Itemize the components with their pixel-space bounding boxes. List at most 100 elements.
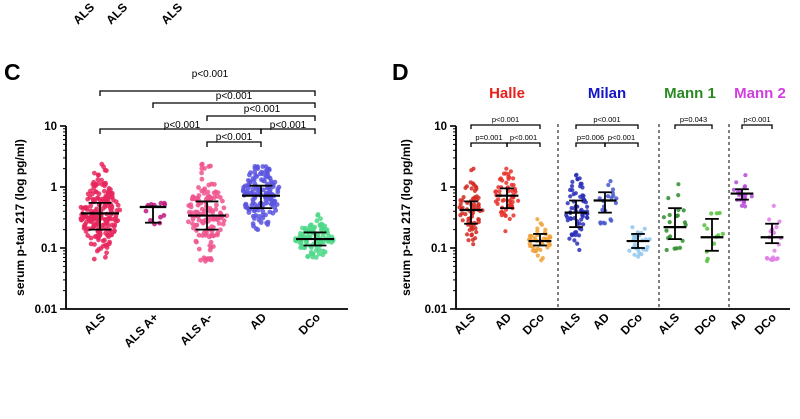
y-tick-label: 0.01 [425, 304, 448, 316]
y-tick-label: 0.1 [431, 243, 448, 255]
data-point [503, 229, 508, 234]
data-point [636, 254, 641, 259]
data-point [321, 239, 326, 245]
bracket-line [206, 141, 262, 147]
data-point [743, 173, 748, 178]
data-point [103, 230, 108, 236]
data-point [103, 254, 108, 260]
data-point [512, 186, 518, 192]
group-c-als [78, 161, 123, 262]
data-point [473, 226, 478, 231]
data-point [305, 254, 311, 259]
comparison-bracket-d: p<0.001 [575, 115, 639, 129]
data-point [742, 184, 748, 189]
p-value-label: p<0.001 [492, 115, 519, 124]
data-point [585, 204, 590, 209]
data-point [106, 223, 111, 228]
data-point [569, 184, 575, 189]
y-tick-label: 10 [44, 121, 57, 133]
data-point [104, 245, 110, 250]
data-point [569, 206, 574, 211]
comparison-bracket-d: p=0.006 [575, 133, 606, 147]
data-point [216, 221, 222, 226]
cohort-milan: Milan ALS AD DCo p<0.001 p=0.006 p<0.001 [556, 85, 652, 338]
bracket-line [741, 124, 773, 129]
comparison-bracket-d: p<0.001 [470, 115, 541, 129]
data-point [108, 208, 114, 213]
data-point [263, 164, 269, 170]
data-point [466, 219, 471, 224]
cohort-title: Mann 1 [664, 85, 716, 102]
data-point [476, 202, 481, 207]
data-point [201, 187, 207, 193]
comparison-bracket-d: p<0.001 [604, 133, 639, 147]
data-point [573, 173, 579, 178]
data-point [461, 195, 466, 200]
group-d-ad [493, 166, 521, 234]
data-point [580, 213, 585, 218]
data-point [474, 185, 479, 190]
group-c-als-a+ [139, 200, 168, 227]
data-point [114, 208, 120, 213]
data-point [298, 245, 303, 251]
data-point [87, 195, 93, 200]
data-point [661, 215, 667, 220]
bracket-line [206, 115, 316, 121]
data-point [529, 233, 534, 238]
data-point [199, 162, 205, 168]
data-point [101, 188, 107, 194]
data-point [208, 232, 214, 238]
data-point [269, 202, 275, 208]
data-point [613, 200, 619, 206]
data-point [215, 232, 220, 238]
data-point [530, 248, 536, 253]
data-point [207, 247, 213, 253]
data-point [535, 226, 540, 231]
data-point [242, 202, 248, 208]
data-point [161, 213, 167, 218]
data-point [309, 245, 314, 251]
data-point [564, 213, 569, 218]
data-point [202, 208, 208, 214]
data-point [213, 206, 219, 212]
data-point [102, 204, 108, 210]
data-point [704, 258, 710, 264]
data-point [511, 213, 516, 218]
data-point [528, 244, 533, 249]
data-point [186, 219, 191, 225]
p-value-label: p=0.043 [680, 115, 707, 124]
x-tick-label-dco: DCo [752, 310, 779, 337]
data-point [476, 205, 481, 210]
data-point [111, 229, 117, 235]
data-point [579, 227, 584, 232]
data-point [269, 181, 274, 186]
data-point [470, 196, 476, 201]
data-point [460, 211, 465, 216]
group-d-als [457, 166, 485, 247]
data-point [578, 184, 583, 189]
data-point [203, 196, 209, 202]
data-point [509, 182, 514, 187]
data-point [90, 181, 96, 187]
data-point [113, 199, 119, 205]
bracket-line [470, 142, 508, 147]
data-point [240, 187, 246, 193]
data-point [276, 184, 282, 190]
data-point [630, 225, 635, 230]
bracket-line [674, 124, 713, 129]
data-point [264, 200, 270, 206]
data-point [206, 164, 212, 169]
data-point [115, 202, 121, 208]
data-point [463, 212, 468, 217]
data-point [538, 221, 543, 226]
data-point [148, 218, 153, 223]
data-point [267, 209, 273, 215]
data-point [272, 198, 278, 204]
data-point [471, 242, 476, 247]
p-value-label: p<0.001 [270, 120, 307, 131]
data-point [702, 223, 707, 228]
comparison-bracket-c: p<0.001 [260, 120, 316, 134]
data-point [252, 202, 258, 207]
data-point [739, 203, 745, 208]
